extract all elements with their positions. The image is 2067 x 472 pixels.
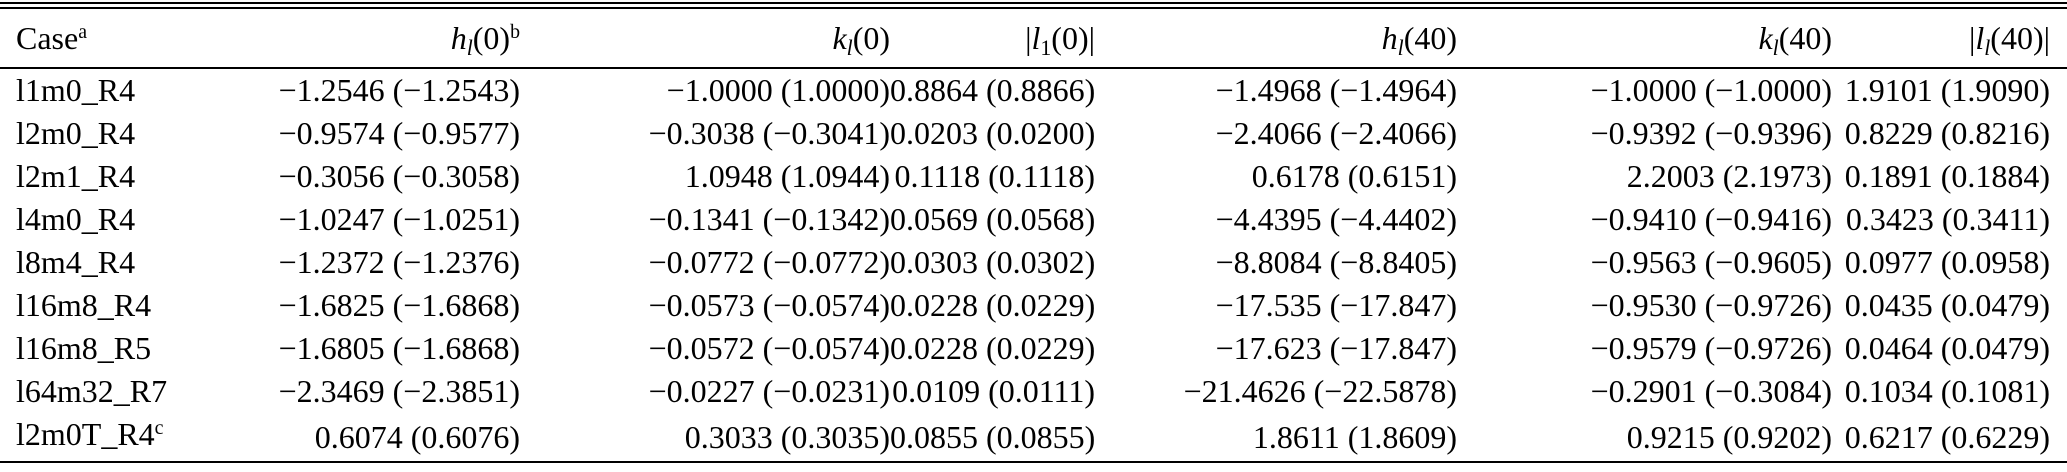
value-cell-abs-l1-0: 0.0303 (0.0302) [890,244,1096,280]
table-row: l4m0_R4 −1.0247 (−1.0251) −0.1341 (−0.1342… [0,198,2067,241]
table-head: Casea hl(0)b kl(0) |l1(0)| hl(40) kl(40) |ll(4… [0,5,2067,69]
value-cell-abs-l1-0: 0.0109 (0.0111) [892,373,1095,409]
value-cell-abs-l1-0: 0.0228 (0.0229) [890,330,1096,366]
value-cell-kl-0: 1.0948 (1.0944) [684,158,890,194]
case-label: l8m4_R4 [16,244,136,280]
value-cell-hl-40: −17.623 (−17.847) [1215,330,1457,366]
value-cell-hl-0: −1.0247 (−1.0251) [278,201,520,237]
table-body: l1m0_R4 −1.2546 (−1.2543) −1.0000 (1.0000)… [0,68,2067,462]
column-header-hl-40: hl(40) [1095,5,1457,69]
value-cell-kl-0: −0.1341 (−0.1342) [648,201,890,237]
column-header-kl-0: kl(0) [520,5,890,69]
value-cell-kl-40: −0.9563 (−0.9605) [1590,244,1832,280]
value-cell-abs-ll-40: 0.0977 (0.0958) [1844,244,2050,280]
value-cell-hl-40: 1.8611 (1.8609) [1252,418,1457,455]
value-cell-hl-0: 0.6074 (0.6076) [314,418,520,455]
value-cell-kl-0: −0.0572 (−0.0574) [648,330,890,366]
value-cell-kl-0: −1.0000 (1.0000) [666,72,890,108]
value-cell-hl-40: −8.8084 (−8.8405) [1215,244,1457,280]
value-cell-abs-ll-40: 0.1034 (0.1081) [1844,373,2050,409]
value-cell-hl-40: −1.4968 (−1.4964) [1215,72,1457,108]
value-cell-abs-l1-0: 0.1118 (0.1118) [894,158,1095,194]
value-cell-abs-ll-40: 0.0464 (0.0479) [1844,330,2050,366]
case-label: l16m8_R4 [16,287,152,323]
value-cell-abs-ll-40: 0.3423 (0.3411) [1845,201,2050,237]
table-row: l2m0_R4 −0.9574 (−0.9577) −0.3038 (−0.3041… [0,112,2067,155]
value-cell-kl-40: −0.2901 (−0.3084) [1590,373,1832,409]
case-label: l2m1_R4 [16,158,136,194]
table-row: l64m32_R7 −2.3469 (−2.3851) −0.0227 (−0.02… [0,370,2067,413]
value-cell-hl-0: −1.2546 (−1.2543) [278,72,520,108]
column-header-hl-0: hl(0)b [250,5,520,69]
footnote-marker-c: c [154,417,164,440]
value-cell-kl-40: −1.0000 (−1.0000) [1590,72,1832,108]
value-cell-kl-0: −0.0772 (−0.0772) [648,244,890,280]
case-label: l2m0_R4 [16,115,136,151]
value-cell-hl-0: −2.3469 (−2.3851) [278,373,520,409]
value-cell-kl-40: −0.9530 (−0.9726) [1590,287,1832,323]
case-label: l16m8_R5 [16,330,152,366]
table-row: l8m4_R4 −1.2372 (−1.2376) −0.0772 (−0.0772… [0,241,2067,284]
value-cell-abs-l1-0: 0.0203 (0.0200) [890,115,1096,151]
value-cell-hl-0: −0.9574 (−0.9577) [278,115,520,151]
value-cell-hl-40: 0.6178 (0.6151) [1251,158,1457,194]
value-cell-abs-l1-0: 0.8864 (0.8866) [890,72,1096,108]
value-cell-kl-40: −0.9392 (−0.9396) [1590,115,1832,151]
case-label: l2m0T_R4c [16,416,164,452]
value-cell-abs-l1-0: 0.0855 (0.0855) [890,418,1096,455]
value-cell-abs-l1-0: 0.0569 (0.0568) [890,201,1096,237]
column-header-case: Casea [0,5,250,69]
value-cell-hl-0: −1.6825 (−1.6868) [278,287,520,323]
value-cell-hl-0: −1.6805 (−1.6868) [278,330,520,366]
value-cell-kl-40: 2.2003 (2.1973) [1626,158,1832,194]
table-row: l16m8_R4 −1.6825 (−1.6868) −0.0573 (−0.057… [0,284,2067,327]
table-row: l2m1_R4 −0.3056 (−0.3058) 1.0948 (1.0944) 0… [0,155,2067,198]
table-row: l16m8_R5 −1.6805 (−1.6868) −0.0572 (−0.057… [0,327,2067,370]
value-cell-kl-40: −0.9410 (−0.9416) [1590,201,1832,237]
value-cell-abs-ll-40: 0.8229 (0.8216) [1844,115,2050,151]
case-label: l4m0_R4 [16,201,136,237]
table-row: l1m0_R4 −1.2546 (−1.2543) −1.0000 (1.0000)… [0,68,2067,112]
value-cell-kl-40: −0.9579 (−0.9726) [1590,330,1832,366]
case-label: l1m0_R4 [16,72,136,108]
value-cell-kl-0: 0.3033 (0.3035) [684,418,890,455]
value-cell-kl-0: −0.3038 (−0.3041) [648,115,890,151]
value-cell-abs-ll-40: 1.9101 (1.9090) [1844,72,2050,108]
value-cell-kl-40: 0.9215 (0.9202) [1626,418,1832,455]
column-header-abs-ll-40: |ll(40)| [1832,5,2067,69]
footnote-marker-a: a [78,20,88,43]
value-cell-abs-l1-0: 0.0228 (0.0229) [890,287,1096,323]
footnote-marker-b: b [510,20,520,43]
case-label: l64m32_R7 [16,373,168,409]
header-row: Casea hl(0)b kl(0) |l1(0)| hl(40) kl(40) |ll(4… [0,5,2067,69]
value-cell-hl-40: −21.4626 (−22.5878) [1183,373,1457,409]
table-row: l2m0T_R4c 0.6074 (0.6076) 0.3033 (0.3035) 0… [0,413,2067,462]
value-cell-hl-40: −4.4395 (−4.4402) [1215,201,1457,237]
column-header-kl-40: kl(40) [1457,5,1832,69]
value-cell-hl-0: −0.3056 (−0.3058) [278,158,520,194]
column-header-abs-l1-0: |l1(0)| [890,5,1095,69]
value-cell-hl-40: −17.535 (−17.847) [1215,287,1457,323]
value-cell-kl-0: −0.0573 (−0.0574) [648,287,890,323]
value-cell-abs-ll-40: 0.6217 (0.6229) [1844,418,2050,455]
value-cell-abs-ll-40: 0.1891 (0.1884) [1844,158,2050,194]
value-cell-hl-40: −2.4066 (−2.4066) [1215,115,1457,151]
results-table: Casea hl(0)b kl(0) |l1(0)| hl(40) kl(40) |ll(4… [0,2,2067,463]
value-cell-abs-ll-40: 0.0435 (0.0479) [1844,287,2050,323]
value-cell-kl-0: −0.0227 (−0.0231) [648,373,890,409]
value-cell-hl-0: −1.2372 (−1.2376) [278,244,520,280]
